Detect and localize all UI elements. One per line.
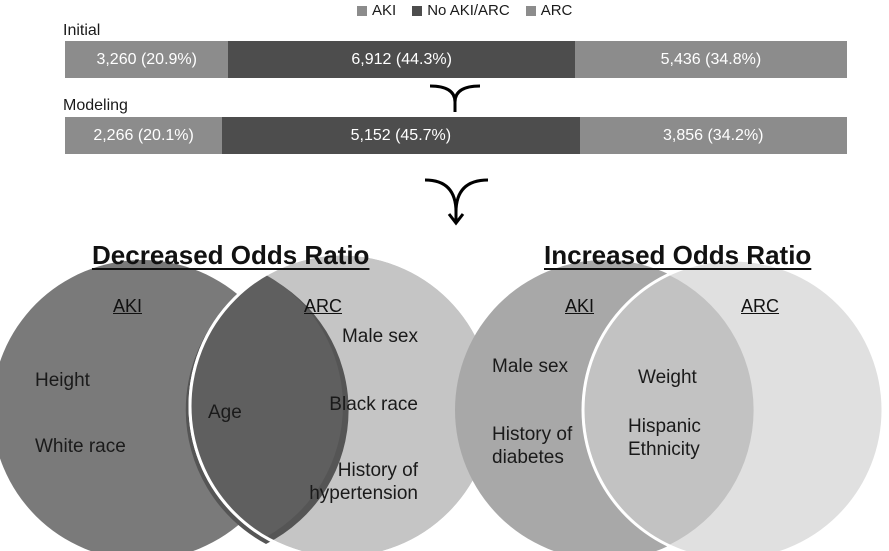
legend: AKI No AKI/ARC ARC <box>357 2 572 19</box>
increased-aki-item-diabetes: History of diabetes <box>492 424 573 468</box>
increased-arc-label: ARC <box>741 296 780 316</box>
legend-label-no-aki-arc: No AKI/ARC <box>427 2 510 19</box>
increased-aki-label: AKI <box>565 296 595 316</box>
increased-overlap <box>584 275 754 545</box>
increased-overlap-item-weight: Weight <box>638 367 697 388</box>
initial-bar: 3,260 (20.9%) 6,912 (44.3%) 5,436 (34.8%) <box>65 41 847 78</box>
legend-swatch-no-aki-arc <box>412 5 423 16</box>
initial-segment-1: 6,912 (44.3%) <box>228 41 575 78</box>
modeling-bar-label: Modeling <box>63 97 128 114</box>
legend-item-aki: AKI <box>357 2 396 19</box>
decreased-arc-item-hypertension: History of hypertension <box>309 460 418 504</box>
increased-odds-title: Increased Odds Ratio <box>544 240 812 270</box>
initial-segment-2: 5,436 (34.8%) <box>574 41 847 78</box>
modeling-bar: 2,266 (20.1%) 5,152 (45.7%) 3,856 (34.2%) <box>65 117 847 154</box>
initial-segment-0: 3,260 (20.9%) <box>65 41 229 78</box>
decreased-overlap-item-age: Age <box>208 402 242 423</box>
legend-swatch-aki <box>357 5 367 16</box>
legend-swatch-arc <box>525 5 536 16</box>
modeling-segment-2: 3,856 (34.2%) <box>579 117 847 154</box>
legend-item-arc: ARC <box>525 2 573 19</box>
legend-item-no-aki-arc: No AKI/ARC <box>412 2 510 19</box>
modeling-segment-0: 2,266 (20.1%) <box>65 117 223 154</box>
legend-label-aki: AKI <box>372 2 397 19</box>
legend-label-arc: ARC <box>540 2 573 19</box>
decreased-aki-item-white-race: White race <box>35 436 126 457</box>
decreased-aki-label: AKI <box>113 296 143 316</box>
merge-arrow-large-right <box>454 178 489 222</box>
merge-arrow-large-head <box>447 213 465 226</box>
merge-arrow-small <box>429 84 481 103</box>
initial-bar-label: Initial <box>63 22 101 39</box>
increased-overlap-item-hispanic: Hispanic Ethnicity <box>628 416 701 460</box>
decreased-overlap-fill <box>191 275 343 537</box>
modeling-segment-1: 5,152 (45.7%) <box>222 117 580 154</box>
decreased-arc-item-male-sex: Male sex <box>341 326 418 347</box>
merge-arrow-large <box>424 178 458 213</box>
increased-aki-item-male-sex: Male sex <box>492 356 569 377</box>
decreased-aki-item-height: Height <box>35 370 90 391</box>
decreased-arc-item-black-race: Black race <box>329 394 418 415</box>
decreased-odds-title: Decreased Odds Ratio <box>92 240 370 270</box>
decreased-arc-label: ARC <box>304 296 343 316</box>
